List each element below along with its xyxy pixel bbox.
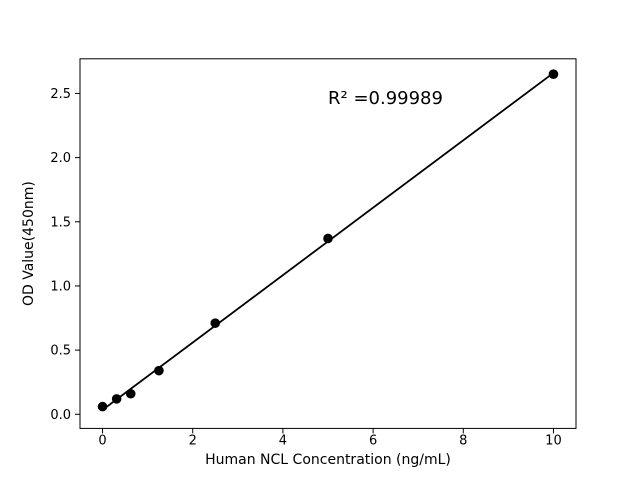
y-tick-label: 0.0 bbox=[50, 408, 71, 423]
data-point bbox=[210, 318, 221, 328]
data-series bbox=[97, 69, 559, 412]
x-axis-label: Human NCL Concentration (ng/mL) bbox=[205, 452, 451, 468]
y-axis-label: OD Value(450nm) bbox=[21, 181, 37, 306]
y-tick-label: 1.0 bbox=[50, 279, 71, 294]
x-tick-label: 2 bbox=[189, 433, 197, 448]
x-tick-label: 8 bbox=[459, 433, 467, 448]
data-point bbox=[97, 401, 108, 412]
x-tick-label: 10 bbox=[545, 433, 562, 448]
data-point bbox=[154, 365, 164, 376]
data-point bbox=[111, 394, 122, 404]
data-point bbox=[125, 388, 136, 399]
x-tick-label: 6 bbox=[369, 433, 377, 448]
y-tick-label: 2.5 bbox=[50, 87, 71, 102]
y-tick-label: 2.0 bbox=[50, 151, 71, 166]
x-tick-label: 0 bbox=[98, 433, 106, 448]
x-tick-label: 4 bbox=[279, 433, 287, 448]
axis-ticks: 0 2 4 6 8 10 0.0 0.5 1.0 1.5 2.0 2.5 bbox=[50, 87, 561, 448]
r-squared-annotation: R² =0.99989 bbox=[328, 88, 443, 109]
y-tick-label: 1.5 bbox=[50, 215, 71, 230]
data-point bbox=[548, 69, 559, 79]
data-point bbox=[323, 233, 333, 244]
plot-border bbox=[79, 58, 577, 429]
y-tick-label: 0.5 bbox=[50, 344, 71, 359]
